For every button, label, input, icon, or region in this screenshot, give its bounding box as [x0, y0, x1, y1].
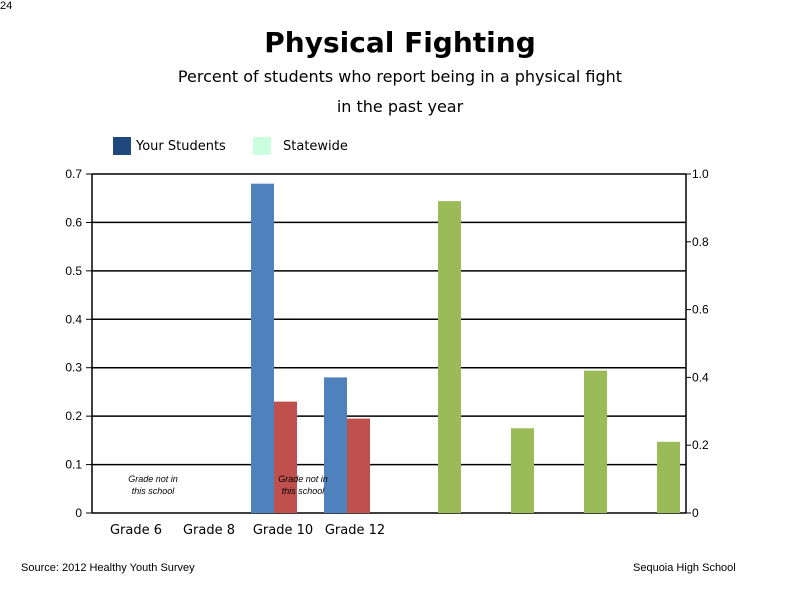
bar-statewide	[511, 428, 534, 513]
school-name: Sequoia High School	[633, 562, 736, 574]
y-tick-label-right: 0.2	[692, 438, 709, 452]
chart-title: Physical Fighting	[264, 26, 536, 59]
legend-label-your-students: Your Students	[136, 138, 226, 154]
legend-item-statewide: Statewide	[253, 136, 348, 156]
y-tick-label-right: 0.6	[692, 303, 709, 317]
chart-subtitle-line-1: Percent of students who report being in …	[177, 67, 623, 86]
legend-swatch-statewide	[253, 137, 271, 155]
y-tick-label-left: 0.5	[65, 264, 82, 278]
y-tick-label-right: 1.0	[692, 167, 709, 181]
annotation-line-2: this school	[132, 486, 176, 496]
annotation-line-1: Grade not in	[278, 474, 328, 484]
y-tick-label-left: 0.3	[65, 361, 82, 375]
y-tick-label-right: 0.8	[692, 235, 709, 249]
legend-item-your-students: Your Students	[113, 136, 226, 156]
annotation-line-1: Grade not in	[128, 474, 178, 484]
x-tick-label: Grade 10	[253, 523, 313, 538]
y-tick-label-left: 0.7	[65, 167, 82, 181]
bar-statewide	[438, 201, 461, 513]
annotation-line-2: this school	[282, 486, 326, 496]
legend-label-statewide: Statewide	[283, 138, 348, 154]
bar-your-students-red	[274, 401, 297, 513]
bar-your-students-red	[347, 418, 370, 513]
source-note: Source: 2012 Healthy Youth Survey	[21, 562, 195, 574]
page-number: 24	[0, 0, 13, 12]
chart-subtitle-line-2: in the past year	[336, 97, 464, 116]
y-tick-label-left: 0.4	[65, 312, 82, 326]
bar-statewide	[657, 441, 680, 513]
x-tick-label: Grade 8	[183, 523, 235, 538]
legend-swatch-your-students	[113, 137, 131, 155]
y-tick-label-left: 0.1	[65, 458, 82, 472]
bar-your-students-blue	[324, 377, 347, 513]
x-tick-label: Grade 6	[110, 523, 162, 538]
y-tick-label-left: 0.6	[65, 215, 82, 229]
bar-statewide	[584, 370, 607, 513]
y-tick-label-right: 0.4	[692, 370, 709, 384]
bar-your-students-blue	[251, 183, 274, 513]
y-tick-label-left: 0	[75, 506, 82, 520]
y-tick-label-right: 0	[692, 506, 699, 520]
x-tick-label: Grade 12	[325, 523, 385, 538]
y-tick-label-left: 0.2	[65, 409, 82, 423]
